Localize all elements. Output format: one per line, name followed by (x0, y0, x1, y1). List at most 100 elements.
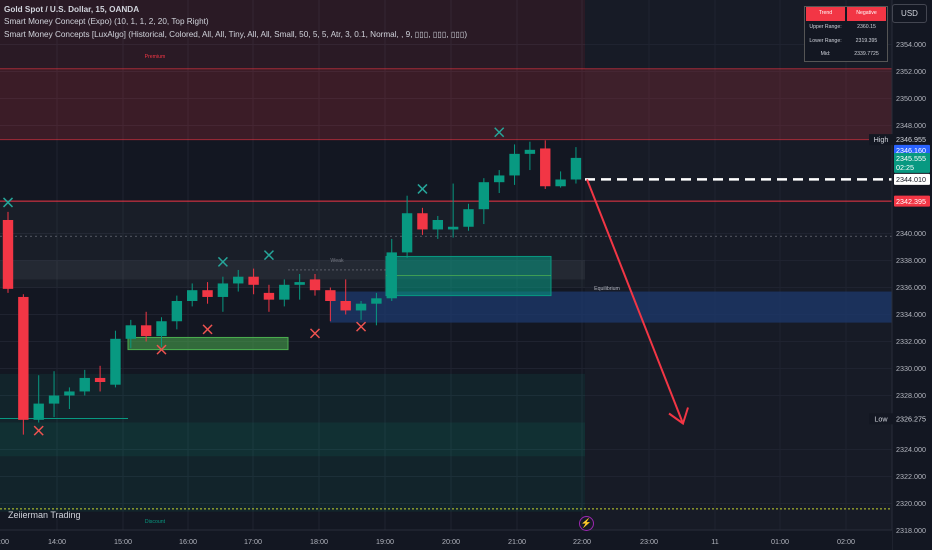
candle-body (555, 179, 566, 187)
price-tag-bg (869, 134, 893, 146)
candle-body (294, 282, 305, 285)
price-label-bg (894, 173, 930, 185)
price-tick: 2324.000 (896, 445, 926, 454)
price-tick: 2318.000 (896, 526, 926, 535)
price-tick: 2350.000 (896, 94, 926, 103)
candle-body (187, 290, 198, 301)
price-label: 2345.555 (896, 154, 926, 163)
candlestick-series[interactable] (2, 140, 582, 435)
candle-body (79, 377, 90, 392)
price-tick: 2352.000 (896, 67, 926, 76)
future-area (585, 0, 892, 530)
candle-body (233, 276, 244, 284)
marker-stroke (156, 344, 167, 355)
price-label: 2344.010 (896, 175, 926, 184)
time-tick: 02:00 (837, 537, 855, 546)
price-label: 02:25 (896, 163, 914, 172)
discount-zone (0, 373, 585, 512)
time-tick: 14:00 (48, 537, 66, 546)
price-label-bg (894, 153, 930, 165)
candle-body (463, 209, 474, 227)
price-label: 2346.955 (896, 135, 926, 144)
time-tick: 20:00 (442, 537, 460, 546)
marker-stroke (356, 321, 367, 332)
candle-body (48, 395, 60, 404)
time-tick: 19:00 (376, 537, 394, 546)
indicator-legend-2[interactable]: Smart Money Concepts [LuxAlgo] (Historic… (4, 30, 468, 39)
order-block-small (127, 336, 289, 351)
indicator-legend-1[interactable]: Smart Money Concept (Expo) (10, 1, 1, 2,… (4, 17, 209, 26)
time-axis[interactable]: 14:00 15:00 16:00 17:00 18:00 19:00 20:00 21:00… (0, 529, 892, 550)
price-tick: 2328.000 (896, 391, 926, 400)
price-axis[interactable]: 2354.000 2352.000 2350.000 2348.000 2340.000… (869, 0, 932, 550)
price-tick: 2338.000 (896, 256, 926, 265)
price-tick: 2336.000 (896, 283, 926, 292)
candle-body (432, 220, 443, 230)
price-label: 2326.275 (896, 414, 926, 423)
candle-body (217, 283, 229, 297)
swing-marker-icon (263, 250, 274, 261)
chart-background (0, 0, 892, 531)
swing-markers (2, 127, 505, 436)
candle-body (371, 298, 382, 304)
price-tag: High (874, 135, 889, 144)
price-tag-bg (869, 413, 893, 425)
candle-body (355, 303, 367, 311)
candle-body (309, 279, 321, 291)
marker-stroke (417, 183, 428, 194)
price-tick: 2320.000 (896, 499, 926, 508)
price-tick: 2348.000 (896, 121, 926, 130)
candle-body (263, 292, 275, 300)
premium-label: Premium (145, 54, 166, 60)
candle-body (110, 338, 121, 385)
time-tick: 23:00 (640, 537, 658, 546)
price-tick: 2334.000 (896, 310, 926, 319)
projection-arrow (586, 178, 684, 424)
candle-body (509, 153, 520, 176)
discount-inner-zone (0, 422, 585, 457)
swing-marker-icon (202, 324, 213, 335)
price-tick: 2330.000 (896, 364, 926, 373)
candle-body (64, 391, 75, 396)
time-axis-bg (0, 530, 892, 550)
candle-body (340, 301, 351, 311)
time-tick: 03:00 (0, 537, 9, 546)
price-axis-bg (892, 0, 932, 550)
swing-marker-icon (417, 183, 428, 194)
price-label: 2342.395 (896, 197, 926, 206)
swing-marker-icon (309, 328, 321, 339)
time-tick: 16:00 (179, 537, 197, 546)
candle-body (401, 213, 413, 253)
marker-stroke (33, 425, 44, 436)
mid-label: Mid: (820, 51, 831, 58)
price-tick: 2332.000 (896, 337, 926, 346)
swing-marker-icon (356, 321, 367, 332)
trend-header: Trend (806, 7, 845, 21)
lightning-icon[interactable]: ⚡ (579, 516, 594, 531)
price-label-bg (894, 134, 930, 146)
candle-body (279, 284, 290, 300)
lower-range-label: Lower Range: (809, 37, 842, 44)
currency-button[interactable]: USD (892, 4, 927, 23)
candle-body (447, 226, 459, 230)
weak-label: Weak (330, 258, 344, 264)
candle-body (33, 403, 44, 420)
marker-stroke (217, 256, 228, 267)
candle-body (2, 220, 14, 289)
time-tick: 18:00 (310, 537, 328, 546)
candle-body (248, 276, 259, 285)
premium-zone-top (0, 0, 585, 69)
swing-marker-icon (33, 425, 44, 436)
watermark: Zeiierman Trading (8, 510, 81, 520)
candle-body (325, 290, 336, 301)
trend-value-header: Negative (847, 7, 886, 21)
price-tick: 2354.000 (896, 40, 926, 49)
price-tag: Low (874, 414, 888, 423)
symbol-title[interactable]: Gold Spot / U.S. Dollar, 15, OANDA (4, 5, 140, 14)
marker-stroke (202, 324, 213, 335)
upper-range-label: Upper Range: (809, 24, 842, 31)
premium-zone (0, 68, 892, 140)
equilibrium-zone (330, 291, 892, 323)
candle-body (18, 296, 29, 420)
